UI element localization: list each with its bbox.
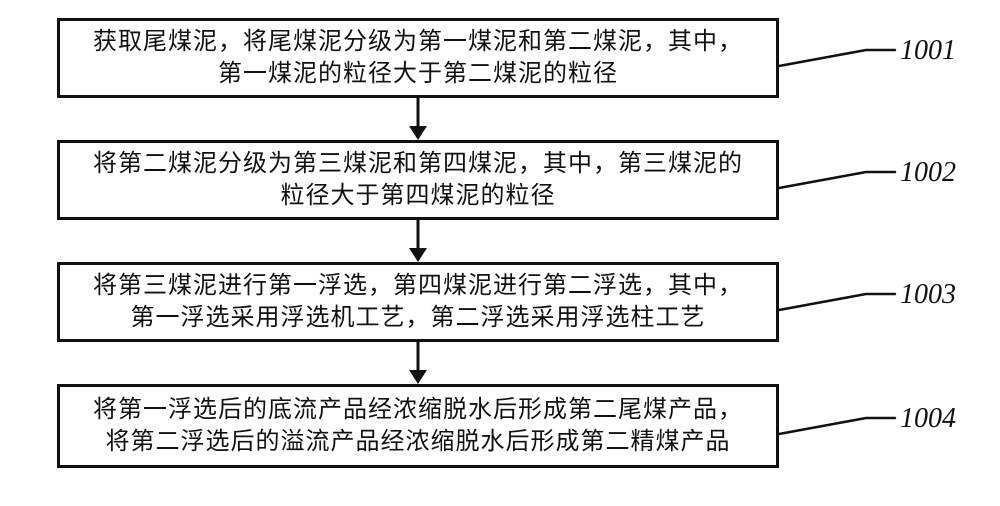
leader-2 [775,168,899,192]
arrow-3-to-4 [407,342,429,384]
step-text-4: 将第一浮选后的底流产品经浓缩脱水后形成第二尾煤产品， 将第二浮选后的溢流产品经浓… [93,394,743,459]
step-text-2: 将第二煤泥分级为第三煤泥和第四煤泥，其中，第三煤泥的 粒径大于第四煤泥的粒径 [93,148,743,213]
step-box-4: 将第一浮选后的底流产品经浓缩脱水后形成第二尾煤产品， 将第二浮选后的溢流产品经浓… [57,384,779,468]
step-text-1: 获取尾煤泥，将尾煤泥分级为第一煤泥和第二煤泥，其中， 第一煤泥的粒径大于第二煤泥… [93,26,743,91]
leader-3 [775,290,899,314]
flowchart-canvas: 获取尾煤泥，将尾煤泥分级为第一煤泥和第二煤泥，其中， 第一煤泥的粒径大于第二煤泥… [0,0,1000,506]
step-label-1: 1001 [900,35,956,67]
step-text-3: 将第三煤泥进行第一浮选，第四煤泥进行第二浮选，其中， 第一浮选采用浮选机工艺，第… [93,270,743,335]
step-label-3: 1003 [900,279,956,311]
leader-1 [775,46,899,70]
step-box-1: 获取尾煤泥，将尾煤泥分级为第一煤泥和第二煤泥，其中， 第一煤泥的粒径大于第二煤泥… [57,18,779,98]
leader-4 [775,414,899,438]
step-label-2: 1002 [900,157,956,189]
step-box-3: 将第三煤泥进行第一浮选，第四煤泥进行第二浮选，其中， 第一浮选采用浮选机工艺，第… [57,262,779,342]
step-label-4: 1004 [900,403,956,435]
arrow-1-to-2 [407,98,429,140]
arrow-2-to-3 [407,220,429,262]
step-box-2: 将第二煤泥分级为第三煤泥和第四煤泥，其中，第三煤泥的 粒径大于第四煤泥的粒径 [57,140,779,220]
